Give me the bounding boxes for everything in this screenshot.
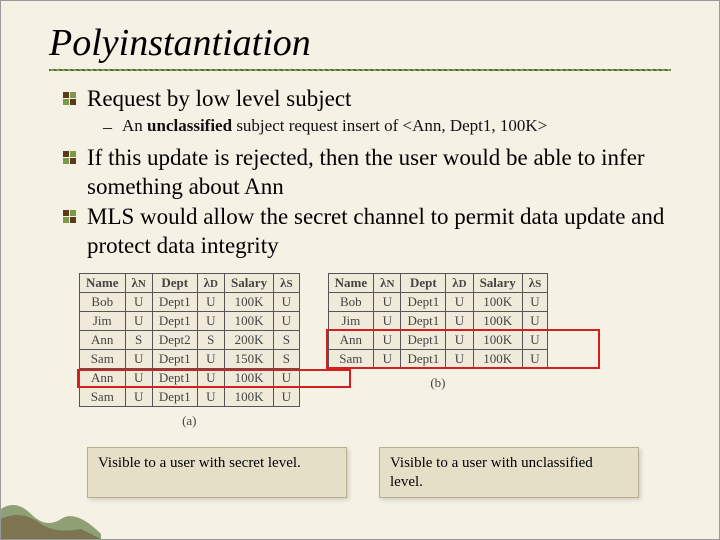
dash-icon: – [103,117,112,138]
table-row: JimUDept1U100KU [328,311,548,330]
caption-a: Visible to a user with secret level. [87,447,347,499]
tables-container: NameλN DeptλD SalaryλS BobUDept1U100KU J… [79,273,671,429]
table-a-label: (a) [79,413,300,429]
bullet-icon [63,210,77,224]
bullet-3-text: MLS would allow the secret channel to pe… [87,203,671,261]
bullet-3: MLS would allow the secret channel to pe… [63,203,671,261]
bullet-icon [63,92,77,106]
sub-bullet-1: – An unclassified subject request insert… [103,116,671,138]
bullet-2-text: If this update is rejected, then the use… [87,144,671,202]
sub1-bold: unclassified [147,116,232,135]
table-row: AnnUDept1U100KU [328,330,548,349]
sub-bullet-1-text: An unclassified subject request insert o… [122,116,547,136]
caption-b: Visible to a user with unclassified leve… [379,447,639,499]
sub1-prefix: An [122,116,147,135]
bullet-icon [63,151,77,165]
bullet-1: Request by low level subject [63,85,671,114]
table-row: SamUDept1U100KU [328,349,548,368]
table-a-col: NameλN DeptλD SalaryλS BobUDept1U100KU J… [79,273,300,429]
table-b-col: NameλN DeptλD SalaryλS BobUDept1U100KU J… [328,273,549,429]
table-a: NameλN DeptλD SalaryλS BobUDept1U100KU J… [79,273,300,407]
captions-row: Visible to a user with secret level. Vis… [87,447,671,499]
table-row: SamUDept1U150KS [80,349,300,368]
table-row: BobUDept1U100KU [80,292,300,311]
table-row: AnnUDept1U100KU [80,368,300,387]
sub1-rest: subject request insert of <Ann, Dept1, 1… [232,116,547,135]
slide: Polyinstantiation Request by low level s… [1,1,719,498]
corner-decoration [1,479,101,539]
table-row: JimUDept1U100KU [80,311,300,330]
table-b-label: (b) [328,375,549,391]
title-underline [49,69,671,71]
bullet-2: If this update is rejected, then the use… [63,144,671,202]
bullet-1-text: Request by low level subject [87,85,351,114]
table-row: AnnSDept2S200KS [80,330,300,349]
table-b: NameλN DeptλD SalaryλS BobUDept1U100KU J… [328,273,549,369]
table-row: SamUDept1U100KU [80,387,300,406]
table-row: BobUDept1U100KU [328,292,548,311]
slide-title: Polyinstantiation [49,21,671,65]
